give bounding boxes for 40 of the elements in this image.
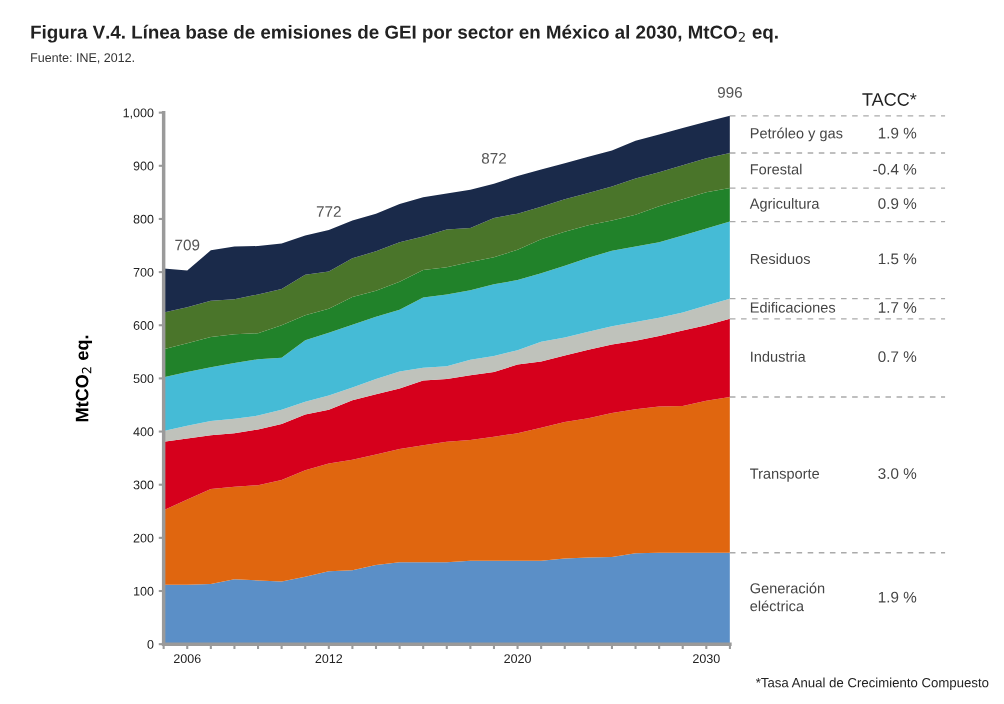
series-label: Industria bbox=[751, 351, 806, 362]
annotation: 772 bbox=[316, 206, 341, 217]
series-label: Generación eléctrica bbox=[750, 582, 825, 612]
y-axis-title: MtCO$_{2}$ eq. bbox=[75, 335, 93, 422]
series-label: Petróleo y gas bbox=[750, 127, 843, 142]
text: 0.7 % bbox=[878, 351, 917, 363]
annotation: 709 bbox=[175, 239, 200, 251]
text: TACC* bbox=[862, 93, 917, 106]
y-tick-label: 200 bbox=[133, 533, 154, 543]
series-label: Edificaciones bbox=[750, 301, 836, 313]
text: 1.9 % bbox=[878, 127, 917, 139]
text: 1.7 % bbox=[878, 302, 917, 313]
y-tick-label: 100 bbox=[134, 586, 154, 596]
text: *Tasa Anual de Crecimiento Compuesto bbox=[755, 677, 989, 690]
annotation: 996 bbox=[717, 87, 742, 98]
series-label: Agricultura bbox=[749, 198, 820, 212]
y-tick-label: 900 bbox=[133, 161, 154, 171]
y-tick-label: 1,000 bbox=[123, 108, 154, 119]
x-tick-label: 2030 bbox=[693, 654, 720, 664]
y-tick-label: 300 bbox=[133, 480, 154, 490]
text: 0.9 % bbox=[878, 198, 917, 209]
series-label: Forestal bbox=[750, 163, 802, 175]
x-tick-label: 2020 bbox=[504, 654, 531, 664]
y-tick-label: 700 bbox=[133, 267, 154, 277]
series-label: Residuos bbox=[750, 253, 810, 265]
y-tick-label: 600 bbox=[133, 321, 154, 330]
y-tick-label: 800 bbox=[133, 214, 154, 224]
x-tick-label: 2012 bbox=[315, 654, 343, 664]
annotation: 872 bbox=[481, 152, 506, 164]
text: 1.9 % bbox=[878, 591, 917, 603]
text: 3.0 % bbox=[878, 468, 917, 479]
y-tick-label: 500 bbox=[133, 374, 154, 384]
text: -0.4 % bbox=[873, 163, 917, 175]
series-label: Transporte bbox=[750, 468, 820, 482]
chart-subtitle: Fuente: INE, 2012. bbox=[31, 53, 134, 64]
chart-title: Figura V.4. Línea base de emisiones de GEI por sector en México al 2030, MtCO$_{2}$ eq. bbox=[31, 24, 778, 43]
text: 1.5 % bbox=[878, 253, 917, 265]
y-tick-label: 400 bbox=[133, 427, 154, 437]
x-tick-label: 2006 bbox=[173, 654, 201, 664]
y-tick-label: 0 bbox=[147, 639, 154, 649]
